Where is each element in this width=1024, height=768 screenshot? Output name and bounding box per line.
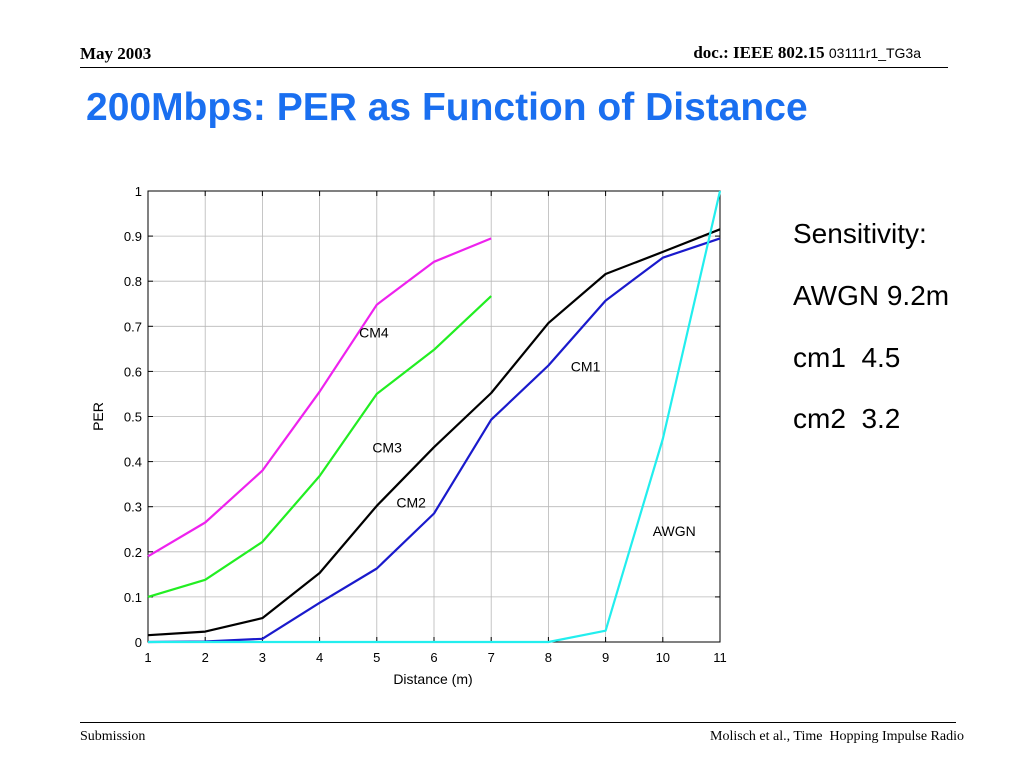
series-line-cm3	[147, 295, 492, 598]
y-tick-label: 0	[135, 635, 142, 650]
series-line-awgn	[148, 190, 722, 644]
sensitivity-heading: Sensitivity:	[793, 218, 927, 249]
annotation-cm4: CM4	[359, 325, 389, 341]
header-doc-number: 03111r1_TG3a	[828, 45, 921, 61]
x-tick-label: 1	[144, 650, 151, 665]
y-axis-label: PER	[90, 402, 106, 431]
footer-authors: Molisch et al., Time Hopping Impulse Rad…	[710, 729, 964, 744]
y-tick-label: 0.9	[124, 229, 142, 244]
y-tick-label: 0.8	[124, 274, 142, 289]
y-tick-label: 0.1	[124, 590, 142, 605]
annotation-awgn: AWGN	[653, 523, 696, 539]
slide-title: 200Mbps: PER as Function of Distance	[86, 86, 808, 129]
header-rule	[80, 67, 948, 68]
y-tick-label: 0.2	[124, 545, 142, 560]
x-axis-label: Distance (m)	[393, 671, 472, 687]
series-line-cm2	[147, 228, 721, 637]
header-doc-id: doc.: IEEE 802.15 03111r1_TG3a	[693, 43, 921, 63]
header-doc-prefix: doc.: IEEE 802.15	[693, 43, 825, 62]
annotation-cm2: CM2	[396, 495, 426, 511]
x-tick-label: 4	[316, 650, 323, 665]
x-tick-label: 9	[602, 650, 609, 665]
y-tick-label: 0.5	[124, 410, 142, 425]
y-tick-label: 1	[135, 184, 142, 199]
x-tick-label: 3	[259, 650, 266, 665]
x-tick-label: 11	[713, 650, 727, 665]
y-tick-label: 0.6	[124, 364, 142, 379]
x-tick-label: 5	[373, 650, 380, 665]
x-tick-label: 6	[430, 650, 437, 665]
sensitivity-awgn: AWGN 9.2m	[793, 280, 950, 311]
x-tick-label: 2	[202, 650, 209, 665]
sensitivity-cm2: cm2 3.2	[793, 403, 901, 434]
annotation-cm1: CM1	[571, 358, 601, 374]
y-tick-label: 0.4	[124, 455, 142, 470]
footer-rule	[80, 722, 956, 723]
footer-submission: Submission	[80, 729, 146, 744]
sensitivity-cm1: cm1 4.5	[793, 342, 901, 373]
x-tick-label: 8	[545, 650, 552, 665]
annotation-cm3: CM3	[372, 440, 402, 456]
x-tick-label: 7	[488, 650, 495, 665]
series-line-cm4	[147, 237, 492, 558]
header-date: May 2003	[80, 44, 152, 63]
y-tick-label: 0.7	[124, 319, 142, 334]
series-line-cm1	[147, 237, 721, 644]
y-tick-label: 0.3	[124, 500, 142, 515]
x-tick-label: 10	[656, 650, 670, 665]
